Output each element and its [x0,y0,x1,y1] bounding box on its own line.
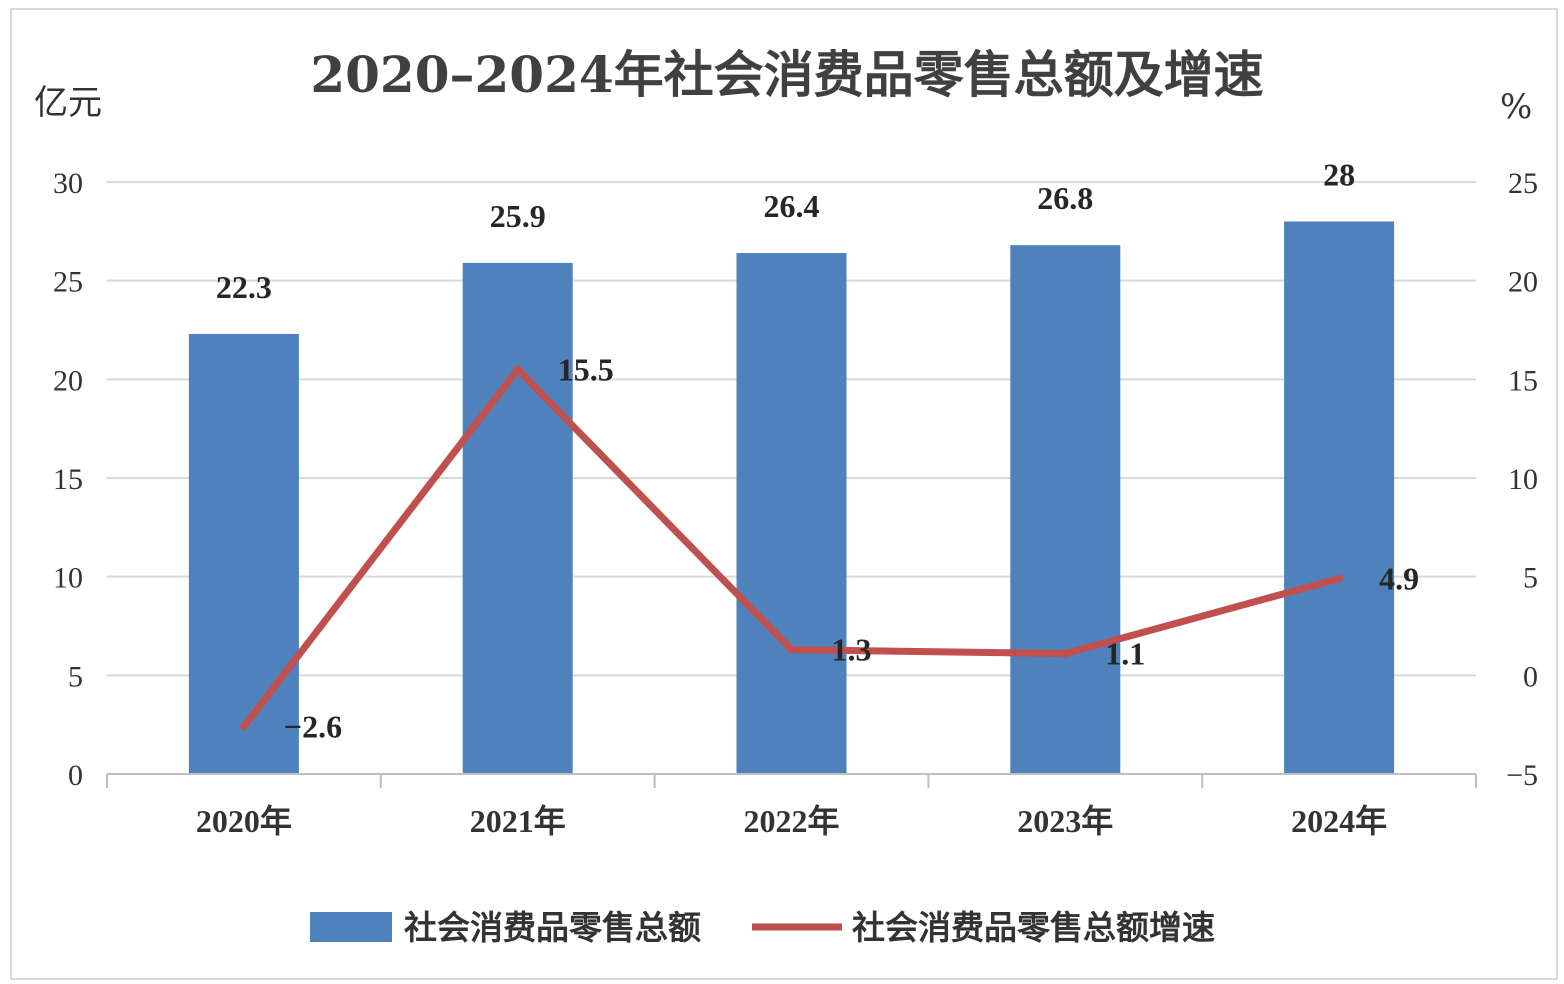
category-label: 2023年 [1017,803,1113,839]
bar-value-label: 25.9 [490,198,546,234]
right-tick-label: −5 [1506,759,1538,792]
line-value-label: 15.5 [558,351,614,387]
right-tick-label: 10 [1508,463,1538,496]
left-axis-ticks: 0 5 10 15 20 25 30 [53,167,83,792]
line-point [513,365,522,374]
left-axis-unit: 亿元 [34,83,102,123]
line-value-label: 1.1 [1105,636,1145,672]
category-label: 2022年 [743,803,839,839]
legend-line-label: 社会消费品零售总额增速 [852,908,1215,947]
left-tick-label: 20 [53,364,83,397]
line-point [1335,574,1344,583]
bar-value-label: 28 [1323,156,1355,192]
right-tick-label: 20 [1508,266,1538,299]
left-tick-label: 10 [53,562,83,595]
left-tick-label: 25 [53,266,83,299]
bar-series [188,221,1395,775]
bar [1010,245,1121,774]
category-label: 2020年 [196,803,292,839]
bar-data-labels: 22.3 25.9 26.4 26.8 28 [216,156,1355,304]
line-value-label: −2.6 [284,709,342,745]
bar-value-label: 26.8 [1037,180,1093,216]
category-label: 2024年 [1291,803,1387,839]
bar [736,253,847,775]
left-tick-label: 0 [68,759,83,792]
right-axis-ticks: −5 0 5 10 15 20 25 [1506,167,1538,792]
right-tick-label: 15 [1508,364,1538,397]
right-tick-label: 0 [1523,660,1538,693]
line-value-label: 1.3 [832,632,872,668]
line-point [787,645,796,654]
line-point [1061,649,1070,658]
right-tick-label: 5 [1523,562,1538,595]
line-point [239,722,248,731]
left-tick-label: 5 [68,660,83,693]
legend-bar-swatch [310,912,392,942]
category-labels: 2020年 2021年 2022年 2023年 2024年 [196,803,1387,839]
legend: 社会消费品零售总额 社会消费品零售总额增速 [310,908,1215,947]
line-value-label: 4.9 [1379,561,1419,597]
line-series [239,365,1344,731]
bar [462,262,573,774]
chart-title: 2020–2024年社会消费品零售总额及增速 [310,45,1263,104]
bar [1284,221,1395,774]
right-tick-label: 25 [1508,167,1538,200]
legend-bar-label: 社会消费品零售总额 [404,908,701,947]
left-tick-label: 30 [53,167,83,200]
left-tick-label: 15 [53,463,83,496]
bar-value-label: 26.4 [764,188,820,224]
right-axis-unit: % [1500,87,1532,127]
line-data-labels: −2.6 15.5 1.3 1.1 4.9 [284,351,1419,744]
category-label: 2021年 [470,803,566,839]
x-axis [106,773,1477,788]
bar-value-label: 22.3 [216,269,272,305]
bar [188,333,299,774]
